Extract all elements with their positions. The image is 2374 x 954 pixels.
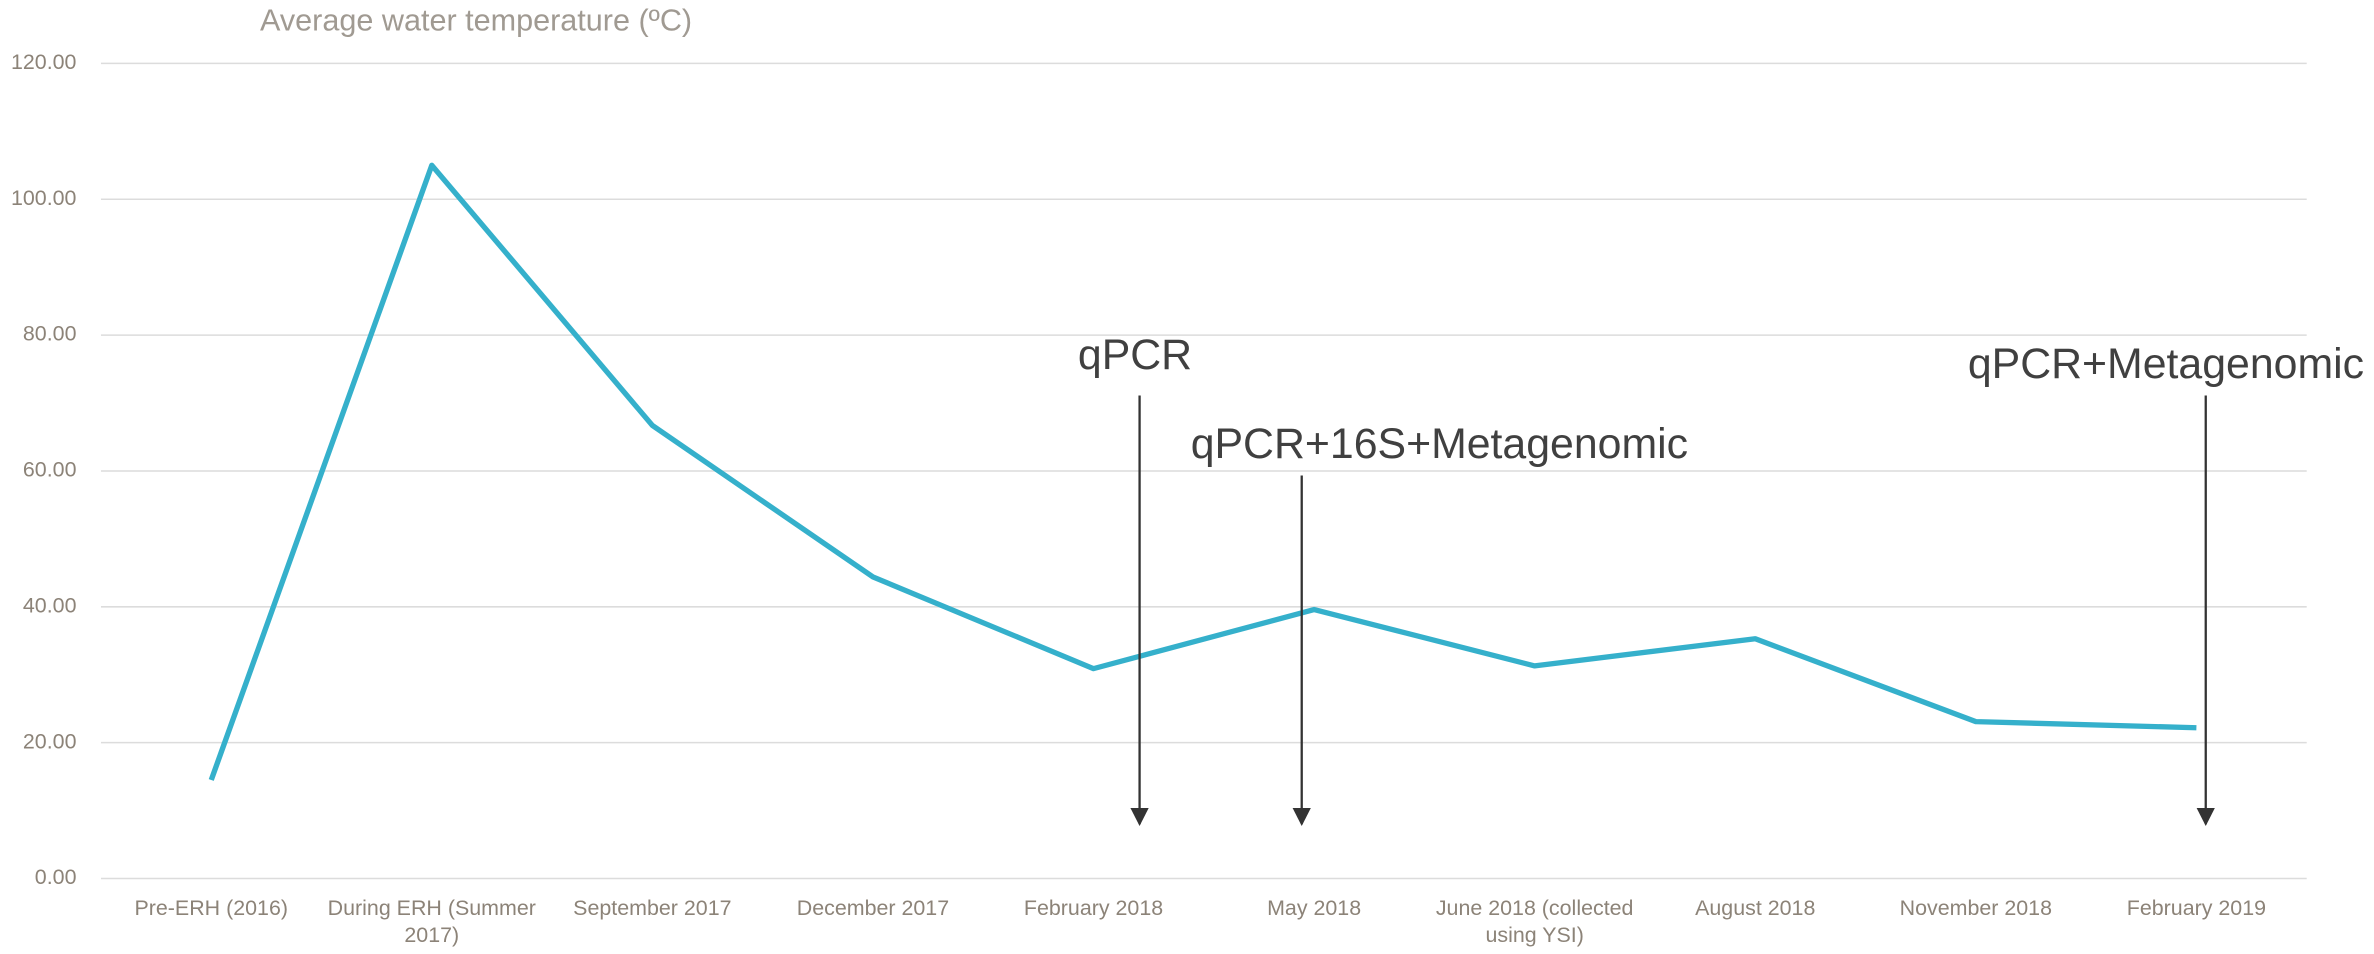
chart-title: Average water temperature (ºC) [260,4,692,38]
y-tick-label: 20.00 [23,729,77,753]
x-tick-label: November 2018 [1899,895,2053,920]
x-tick-label-box: September 2017 [573,895,732,920]
x-tick-label: December 2017 [796,895,950,920]
y-tick-label: 100.00 [11,186,76,210]
x-tick-label-box: February 2018 [1023,895,1164,920]
x-tick-label-box: August 2018 [1695,895,1816,920]
x-tick-label: August 2018 [1695,895,1816,920]
x-tick-label-box: November 2018 [1899,895,2053,920]
x-tick-label: During ERH (Summer 2017) [327,895,536,947]
x-tick-label: May 2018 [1267,895,1362,920]
x-tick-label-box: February 2019 [2126,895,2267,920]
y-tick-label: 120.00 [11,50,76,74]
y-tick-label: 0.00 [35,865,77,889]
x-tick-label-box: June 2018 (collected using YSI) [1435,895,1634,947]
x-tick-label: February 2018 [1023,895,1164,920]
x-tick-label: Pre-ERH (2016) [134,895,289,920]
x-tick-label: February 2019 [2126,895,2267,920]
y-tick-label: 40.00 [23,594,77,618]
x-tick-label: September 2017 [573,895,732,920]
x-tick-label-box: May 2018 [1267,895,1362,920]
x-tick-label-box: Pre-ERH (2016) [134,895,289,920]
x-tick-label: June 2018 (collected using YSI) [1435,895,1634,947]
y-tick-label: 80.00 [23,322,77,346]
annotation: qPCR+Metagenomic [1968,340,2364,388]
x-tick-label-box: December 2017 [796,895,950,920]
x-tick-label-box: During ERH (Summer 2017) [327,895,536,947]
data-line [208,162,2197,781]
annotation: qPCR [1078,331,1192,379]
y-tick-label: 60.00 [23,458,77,482]
annotation: qPCR+16S+Metagenomic [1191,420,1688,468]
